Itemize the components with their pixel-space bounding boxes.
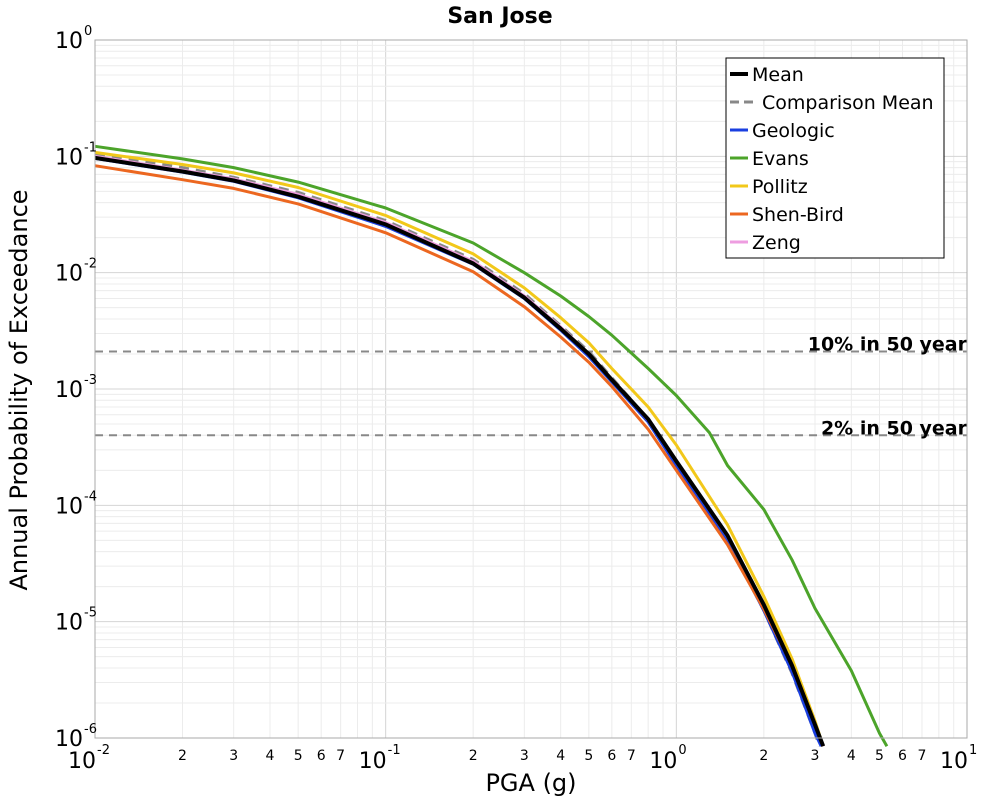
x-minor-tick-label: 3: [229, 748, 238, 764]
x-minor-tick-label: 6: [317, 748, 326, 764]
y-tick-exponent: -6: [84, 722, 97, 737]
tick-labels: 10 010 -110 -210 -310 -410 -510 -610 -2 10 -1 10 0 10…: [55, 24, 977, 774]
plot-frame: [94, 39, 968, 739]
x-tick-exponent: -1: [388, 743, 401, 758]
x-minor-tick-label: 7: [627, 748, 636, 764]
x-minor-tick-label: 7: [336, 748, 345, 764]
x-minor-tick-label: 4: [556, 748, 565, 764]
x-minor-tick-label: 2: [178, 748, 187, 764]
x-minor-tick-label: 6: [607, 748, 616, 764]
x-tick-exponent: 0: [678, 743, 686, 758]
grid-layer: [94, 39, 968, 739]
legend-label: Geologic: [752, 120, 835, 142]
reference-line-label: 10% in 50 year: [808, 334, 968, 356]
y-tick-exponent: -5: [84, 606, 97, 621]
y-tick-label: 10: [55, 494, 83, 519]
legend-label: Comparison Mean: [762, 92, 934, 114]
x-tick-exponent: -2: [97, 743, 110, 758]
legend-label: Evans: [752, 148, 809, 170]
x-minor-tick-label: 5: [584, 748, 593, 764]
x-minor-tick-label: 2: [759, 748, 768, 764]
x-tick-label: 10: [649, 749, 677, 774]
legend-label: Mean: [752, 64, 804, 86]
y-axis-label: Annual Probability of Exceedance: [5, 189, 33, 590]
y-tick-label: 10: [55, 378, 83, 403]
y-tick-exponent: -2: [84, 257, 97, 272]
x-axis-label: PGA (g): [485, 769, 576, 797]
y-tick-label: 10: [55, 145, 83, 170]
legend-label: Pollitz: [752, 176, 808, 198]
x-minor-tick-label: 7: [918, 748, 927, 764]
x-minor-tick-label: 3: [811, 748, 820, 764]
y-tick-exponent: 0: [84, 24, 92, 39]
x-tick-label: 10: [359, 749, 387, 774]
y-tick-label: 10: [55, 29, 83, 54]
x-minor-tick-label: 2: [469, 748, 478, 764]
x-tick-exponent: 1: [969, 743, 977, 758]
x-minor-tick-label: 5: [294, 748, 303, 764]
x-minor-tick-label: 5: [875, 748, 884, 764]
x-minor-tick-label: 3: [520, 748, 529, 764]
series-line-zeng: [94, 154, 825, 747]
series-line-pollitz: [94, 150, 825, 747]
y-tick-label: 10: [55, 262, 83, 287]
chart-title: San Jose: [447, 4, 552, 29]
x-minor-tick-label: 4: [847, 748, 856, 764]
y-tick-label: 10: [55, 727, 83, 752]
y-tick-exponent: -3: [84, 373, 97, 388]
y-tick-exponent: -1: [84, 140, 97, 155]
reference-line-label: 2% in 50 year: [821, 417, 968, 439]
reference-lines: 10% in 50 year 2% in 50 year: [95, 334, 968, 439]
legend-box: [725, 57, 945, 259]
x-tick-label: 10: [68, 749, 96, 774]
legend-label: Zeng: [752, 232, 801, 254]
x-minor-tick-label: 4: [266, 748, 275, 764]
x-tick-label: 10: [940, 749, 968, 774]
series-layer: [94, 144, 889, 747]
y-tick-label: 10: [55, 611, 83, 636]
legend: Mean Comparison Mean Geologic Evans Pollitz S…: [725, 57, 945, 259]
legend-label: Shen-Bird: [752, 204, 844, 226]
series-line-evans: [94, 144, 889, 747]
y-tick-exponent: -4: [84, 489, 97, 504]
x-minor-tick-label: 6: [898, 748, 907, 764]
series-line-mean: [94, 155, 826, 747]
